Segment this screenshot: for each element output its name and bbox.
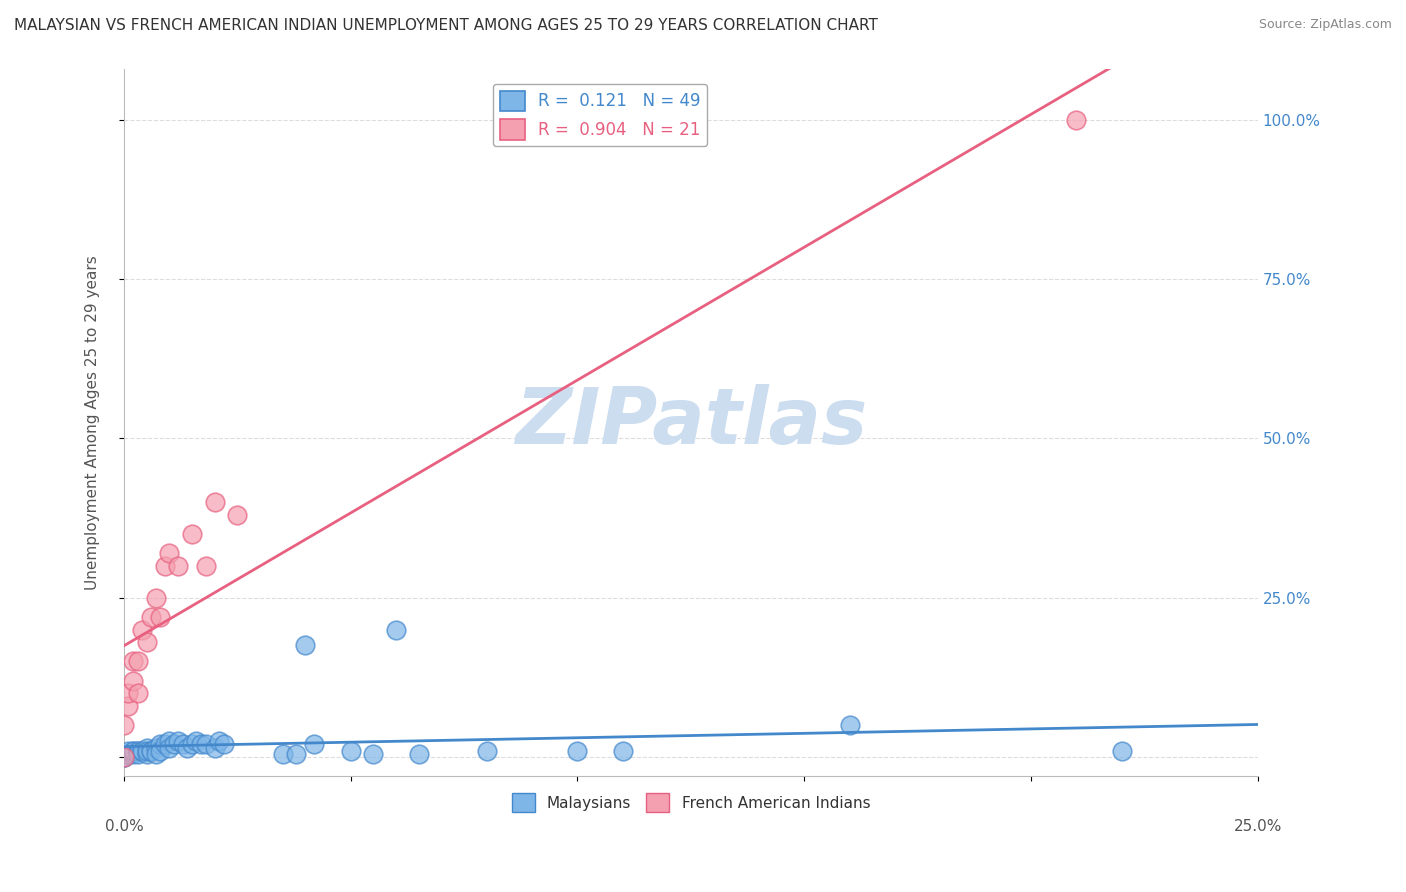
Point: [212, 737, 235, 751]
Point: [149, 744, 172, 758]
Point: [135, 740, 157, 755]
Point: [181, 527, 204, 541]
Text: 0.0%: 0.0%: [104, 819, 143, 834]
Point: [204, 740, 226, 755]
Point: [163, 737, 186, 751]
Point: [567, 744, 589, 758]
Point: [385, 623, 408, 637]
Text: Source: ZipAtlas.com: Source: ZipAtlas.com: [1258, 18, 1392, 31]
Point: [304, 737, 326, 751]
Point: [122, 655, 145, 669]
Point: [172, 737, 194, 751]
Point: [112, 718, 135, 732]
Point: [157, 740, 180, 755]
Point: [186, 734, 208, 748]
Point: [475, 744, 498, 758]
Text: MALAYSIAN VS FRENCH AMERICAN INDIAN UNEMPLOYMENT AMONG AGES 25 TO 29 YEARS CORRE: MALAYSIAN VS FRENCH AMERICAN INDIAN UNEM…: [14, 18, 877, 33]
Point: [145, 747, 167, 761]
Point: [149, 609, 172, 624]
Point: [131, 744, 153, 758]
Point: [153, 737, 176, 751]
Point: [363, 747, 385, 761]
Point: [208, 734, 231, 748]
Point: [127, 744, 149, 758]
Point: [204, 495, 226, 509]
Point: [1066, 112, 1088, 127]
Point: [112, 750, 135, 764]
Point: [139, 609, 162, 624]
Point: [117, 699, 139, 714]
Point: [194, 558, 217, 573]
Point: [157, 546, 180, 560]
Point: [127, 744, 149, 758]
Point: [167, 558, 190, 573]
Point: [122, 744, 145, 758]
Point: [190, 737, 212, 751]
Point: [145, 740, 167, 755]
Point: [127, 686, 149, 700]
Point: [339, 744, 361, 758]
Point: [1111, 744, 1133, 758]
Point: [112, 750, 135, 764]
Point: [149, 737, 172, 751]
Point: [135, 747, 157, 761]
Point: [122, 673, 145, 688]
Point: [294, 639, 316, 653]
Point: [194, 737, 217, 751]
Point: [117, 747, 139, 761]
Point: [127, 655, 149, 669]
Point: [117, 744, 139, 758]
Point: [153, 558, 176, 573]
Point: [271, 747, 294, 761]
Point: [157, 734, 180, 748]
Point: [838, 718, 860, 732]
Text: 25.0%: 25.0%: [1233, 819, 1282, 834]
Point: [408, 747, 430, 761]
Point: [145, 591, 167, 605]
Point: [127, 747, 149, 761]
Legend: Malaysians, French American Indians: Malaysians, French American Indians: [506, 788, 876, 818]
Point: [122, 747, 145, 761]
Point: [117, 747, 139, 761]
Point: [612, 744, 634, 758]
Point: [131, 744, 153, 758]
Point: [117, 686, 139, 700]
Point: [226, 508, 249, 522]
Point: [139, 744, 162, 758]
Point: [167, 734, 190, 748]
Text: ZIPatlas: ZIPatlas: [515, 384, 868, 460]
Point: [131, 623, 153, 637]
Point: [139, 744, 162, 758]
Point: [285, 747, 308, 761]
Point: [112, 750, 135, 764]
Point: [176, 740, 198, 755]
Point: [135, 635, 157, 649]
Y-axis label: Unemployment Among Ages 25 to 29 years: Unemployment Among Ages 25 to 29 years: [86, 255, 100, 590]
Point: [181, 737, 204, 751]
Point: [135, 744, 157, 758]
Point: [122, 744, 145, 758]
